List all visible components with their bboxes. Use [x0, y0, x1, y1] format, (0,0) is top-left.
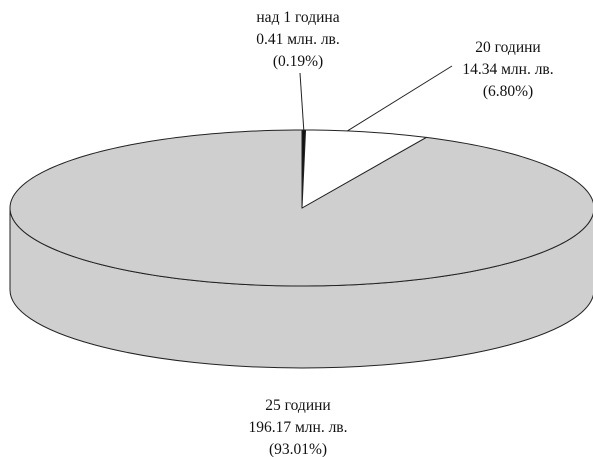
label-over-1-year-percent: (0.19%): [273, 53, 323, 70]
pie-slice-20-years: [301, 129, 427, 209]
label-20-years-value: 14.34 млн. лв.: [462, 61, 553, 78]
label-over-1-year-category: над 1 година: [256, 9, 339, 26]
label-20-years-category: 20 години: [475, 39, 540, 56]
label-25-years-category: 25 години: [265, 397, 330, 414]
label-25-years-value: 196.17 млн. лв.: [248, 419, 347, 436]
label-20-years-percent: (6.80%): [483, 83, 533, 100]
label-25-years-percent: (93.01%): [269, 441, 327, 457]
leader-line-20-years: [347, 65, 453, 132]
leader-line-over-1-year: [299, 72, 305, 131]
label-over-1-year-value: 0.41 млн. лв.: [256, 31, 340, 48]
